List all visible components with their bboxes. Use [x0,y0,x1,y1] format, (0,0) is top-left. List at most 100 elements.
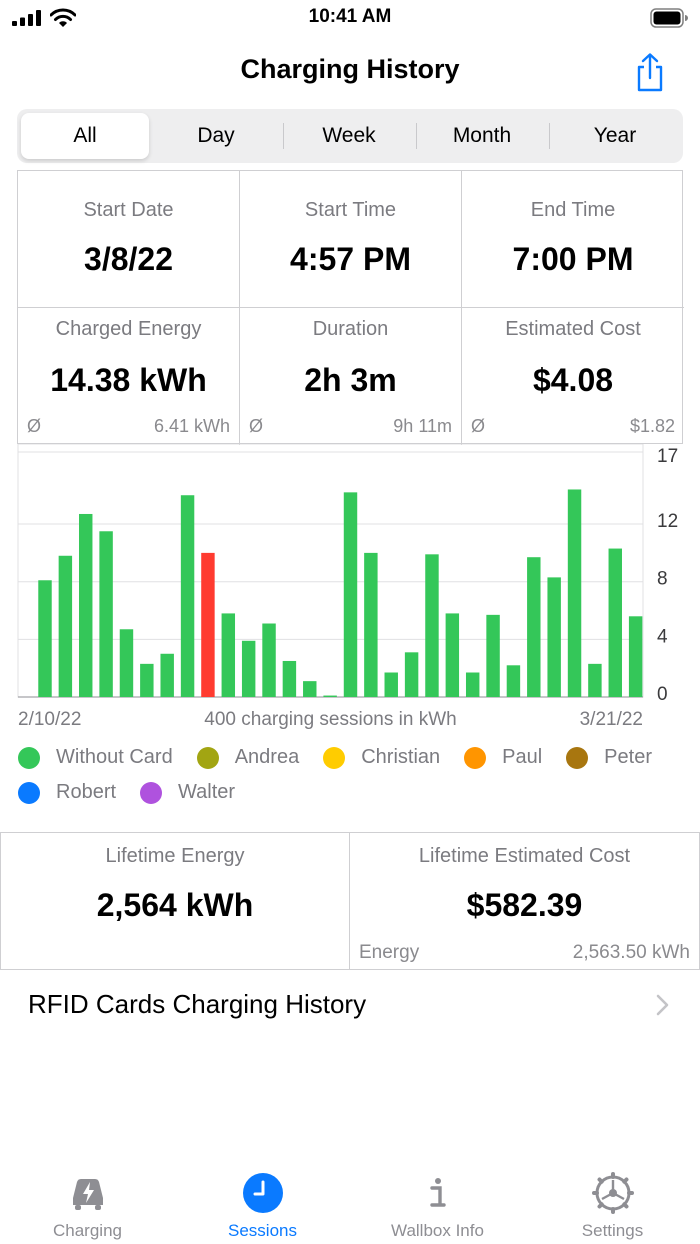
chart-bar[interactable] [262,623,276,698]
chart-bar[interactable] [221,613,236,697]
car-bolt-icon [73,1179,103,1210]
tab-label: Settings [581,1221,644,1240]
status-bar: 10:41 AM [0,0,700,36]
status-time: 10:41 AM [308,6,392,27]
rfid-history-row[interactable]: RFID Cards Charging History [0,970,700,1040]
end-time-value: 7:00 PM [512,241,634,277]
estimated-cost-average: $1.82 [629,416,675,436]
estimated-cost-value: $4.08 [532,362,614,398]
chart-bar[interactable] [506,665,521,697]
start-date-value: 3/8/22 [84,241,173,277]
segment-year[interactable]: Year [593,124,637,147]
tab-wallbox-info[interactable]: Wallbox Info [350,1160,525,1244]
tab-sessions[interactable]: Sessions [175,1160,350,1244]
y-tick-label: 0 [657,684,668,705]
segment-month[interactable]: Month [452,124,512,147]
chart-bar[interactable] [58,555,73,697]
legend-dot [323,746,346,769]
duration-label: Duration [312,318,389,340]
chart-bar[interactable] [241,640,256,697]
clock-icon [243,1173,283,1213]
segment-day[interactable]: Day [197,124,235,147]
duration-value: 2h 3m [304,362,397,398]
duration-average: 9h 11m [393,416,452,436]
legend-label: Paul [502,746,543,768]
lifetime-cost-value: $582.39 [466,887,583,923]
estimated-cost-cell: Estimated Cost $4.08 Ø $1.82 [462,308,684,445]
period-segmented-control: All Day Week Month Year [17,109,683,163]
chart-legend: Without Card Andrea Christian Paul Peter… [18,740,698,810]
chart-bar[interactable] [99,531,113,697]
lifetime-energy-label: Lifetime Energy [105,845,245,867]
chart-bar[interactable] [547,577,561,697]
page-title: Charging History [240,54,460,84]
chart-bar[interactable] [445,613,460,697]
charged-energy-cell: Charged Energy 14.38 kWh Ø 6.41 kWh [18,308,240,445]
chart-bar[interactable] [588,663,602,697]
chart-bar[interactable] [119,629,134,697]
x-axis-end-label: 3/21/22 [579,709,643,730]
chart-bar[interactable] [364,552,378,697]
chart-bar[interactable] [486,614,500,697]
chart-bar-selected[interactable] [201,552,215,697]
chart-bar[interactable] [527,557,541,697]
cellular-signal-icon [12,10,41,26]
tab-settings[interactable]: Settings [525,1160,700,1244]
charged-energy-label: Charged Energy [55,318,202,340]
legend-dot [18,746,40,769]
chart-bar[interactable] [384,672,398,698]
legend-dot [464,746,487,769]
legend-item-robert: Robert [18,781,116,804]
gear-icon [592,1172,634,1214]
share-icon[interactable] [630,52,670,92]
chart-bar[interactable] [567,489,582,697]
legend-item-paul: Paul [464,746,542,769]
start-date-label: Start Date [83,199,174,221]
charging-sessions-chart[interactable]: 0 4 8 12 17 400 charging sessions in kWh 2/1… [0,444,700,744]
charged-energy-average: 6.41 kWh [153,416,230,436]
segment-divider [416,123,417,149]
x-axis-start-label: 2/10/22 [18,709,82,730]
start-time-label: Start Time [304,199,397,221]
chart-bar[interactable] [323,695,337,697]
start-date-cell: Start Date 3/8/22 [18,171,240,308]
legend-label: Christian [361,746,441,768]
chart-bar[interactable] [628,616,643,697]
segment-all[interactable]: All [21,113,149,159]
legend-dot [196,746,219,769]
chart-bar[interactable] [160,653,174,697]
legend-row: Without Card Andrea Christian Paul Peter [18,740,698,775]
session-stats-grid: Start Date 3/8/22 Start Time 4:57 PM End… [17,170,684,445]
chart-bar[interactable] [79,513,93,697]
chart-bar[interactable] [180,495,195,697]
chart-bar[interactable] [465,672,480,698]
lifetime-energy-cell: Lifetime Energy 2,564 kWh [0,833,350,970]
chart-bar[interactable] [282,660,297,697]
legend-item-christian: Christian [323,746,440,769]
legend-dot [566,746,589,769]
bar-chart[interactable]: 0 4 8 12 17 [0,444,700,706]
chart-bar[interactable] [404,652,419,697]
legend-item-walter: Walter [140,781,235,804]
tab-charging[interactable]: Charging [0,1160,175,1244]
chart-bar[interactable] [608,548,622,697]
chart-title: 400 charging sessions in kWh [204,709,457,730]
y-tick-label: 17 [657,446,678,467]
rfid-history-label: RFID Cards Charging History [28,989,367,1019]
legend-dot [140,781,163,804]
y-tick-label: 8 [657,569,668,590]
segment-divider [549,123,550,149]
chart-bar[interactable] [38,580,52,697]
chevron-right-icon [656,994,669,1016]
duration-cell: Duration 2h 3m Ø 9h 11m [240,308,462,445]
segment-week[interactable]: Week [322,124,376,147]
chart-bar[interactable] [425,554,439,697]
legend-row: Robert Walter [18,775,698,810]
start-time-value: 4:57 PM [290,241,411,277]
chart-bar[interactable] [343,492,358,697]
battery-icon [650,8,688,28]
chart-bar[interactable] [303,681,317,697]
chart-bar[interactable] [140,663,154,697]
lifetime-energy-value: 2,564 kWh [96,887,254,923]
estimated-cost-label: Estimated Cost [505,318,641,340]
